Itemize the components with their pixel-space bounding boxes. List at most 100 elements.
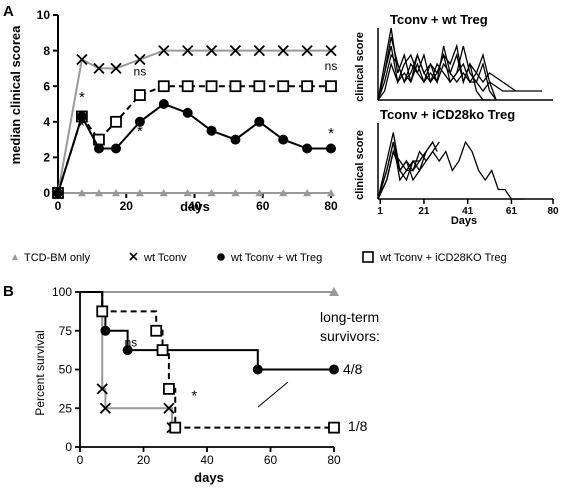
legend-label: wt Tconv [143,252,187,264]
y-tick-label: 10 [37,8,51,22]
triangle-marker [159,189,168,197]
square-marker [133,89,146,101]
x-marker-icon [129,252,138,261]
panel-label-b: B [3,283,14,300]
y-tick-label: 0 [65,440,72,454]
legend-item-tcd: TCD-BM only [12,252,91,264]
series-line [57,49,331,194]
series-line [377,140,525,200]
x-marker [110,62,122,75]
x-tick-label: 61 [506,206,518,217]
y-tick-label: 6 [43,79,50,93]
series-line [377,61,543,101]
long-term-title-1: long-term [320,309,379,325]
x-marker [229,44,242,57]
circle-marker [111,143,122,154]
x-marker [253,44,265,57]
annotation: * [328,125,334,142]
triangle-marker [77,189,86,197]
a-br-title: Tconv + iCD28ko Treg [380,107,515,122]
square-marker [150,324,163,337]
circle-marker [76,111,87,122]
series-line [80,291,334,371]
legend-label: wt Tconv + wt Treg [230,252,322,264]
a-tr-title: Tconv + wt Treg [390,12,488,27]
filled-circle-marker-icon [217,253,225,261]
circle-marker [93,143,104,154]
x-marker [301,44,313,57]
x-marker [182,44,194,57]
square-marker [277,80,290,93]
circle-marker [252,364,263,375]
y-tick-label: 0 [43,186,50,200]
x-tick-label: 80 [324,199,338,213]
open-square-marker-icon [362,251,374,263]
square-marker [181,80,194,93]
square-marker [110,115,122,128]
x-marker [96,383,108,395]
square-marker [229,80,242,93]
legend-item-wt-treg: wt Tconv + wt Treg [217,252,322,264]
triangle-marker [183,189,192,197]
circle-marker [302,143,313,154]
x-tick-label: 0 [77,453,84,467]
annotation: ns [134,65,147,79]
y-tick-label: 75 [59,324,73,338]
x-marker [99,402,112,414]
triangle-marker-icon [12,254,18,260]
square-marker [157,80,170,93]
x-marker [277,44,289,57]
x-marker [134,53,146,66]
x-marker [93,62,105,75]
triangle-marker [329,287,339,296]
chart-a-bottom-right: Tconv + iCD28ko Treg clinical score Days… [354,107,559,227]
circle-marker [182,107,193,118]
legend-label: TCD-BM only [24,252,91,264]
y-tick-label: 4 [43,115,50,129]
circle-marker [278,134,289,145]
circle-marker [206,125,217,136]
legend: TCD-BM only wt Tconv wt Tconv + wt Treg … [12,251,507,264]
long-term-wt-treg: 4/8 [343,361,363,377]
x-tick-label: 60 [256,199,270,213]
square-marker [325,80,337,93]
x-marker [76,53,88,66]
x-tick-label: 20 [120,199,134,213]
circle-marker [230,134,241,145]
x-tick-label: 20 [137,453,151,467]
triangle-marker [135,189,144,197]
circle-marker [122,345,133,356]
annotation: * [79,118,85,135]
annotation: ns [124,335,137,349]
circle-marker [254,116,265,127]
a-br-ylabel: clinical score [354,130,366,200]
legend-label: wt Tconv + iCD28KO Treg [379,252,507,264]
series-line [80,291,334,429]
series-line [377,141,427,200]
x-marker [163,402,175,414]
long-term-title-2: survivors: [320,328,380,344]
y-tick-label: 100 [52,285,72,299]
triangle-marker [112,189,121,197]
circle-marker [326,143,336,154]
annotation: ns [325,59,338,73]
a-tr-ylabel: clinical score [354,32,366,102]
a-br-xlabel: Days [451,215,477,227]
triangle-marker [279,189,288,197]
square-marker [169,421,182,434]
b-ylabel: Percent survival [33,330,47,415]
triangle-marker [207,189,216,197]
legend-item-wt-tconv: wt Tconv [129,252,187,264]
x-tick-label: 0 [55,199,62,213]
long-term-icd28ko: 1/8 [348,418,368,434]
y-tick-label: 25 [59,401,73,415]
square-marker [96,305,109,318]
square-marker [301,80,314,93]
square-marker [156,344,169,357]
series-line [377,36,497,101]
square-marker [253,80,266,93]
x-tick-label: 1 [377,206,383,217]
annotation: * [191,388,197,405]
x-tick-label: 40 [188,199,202,213]
triangle-marker [94,189,103,197]
